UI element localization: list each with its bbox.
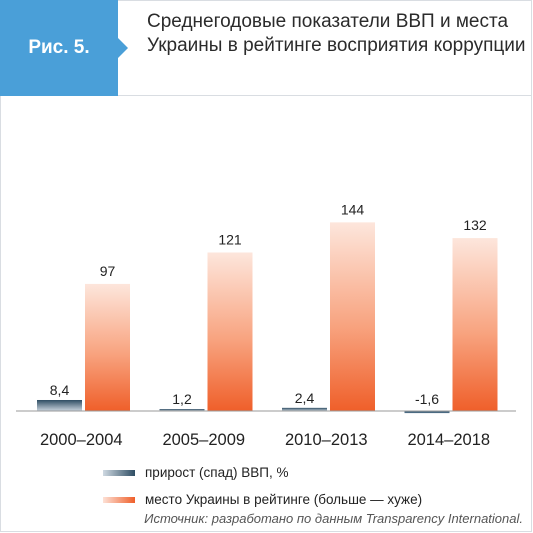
figure-badge: Рис. 5. xyxy=(0,0,128,96)
bar-gdp-3 xyxy=(282,407,327,411)
x-tick-label-1: 2000–2004 xyxy=(40,431,123,449)
figure-title: Среднегодовые показатели ВВП и места Укр… xyxy=(147,11,526,56)
badge-shape xyxy=(0,0,128,96)
x-tick-label-2: 2005–2009 xyxy=(162,431,245,449)
chart-bars xyxy=(37,222,498,414)
label-gdp-2: 1,2 xyxy=(172,391,192,407)
bar-gdp-4 xyxy=(404,411,450,414)
figure-label: Рис. 5. xyxy=(28,37,90,58)
legend-label-rank: место Украины в рейтинге (больше — хуже) xyxy=(145,492,423,507)
x-tick-label-3: 2010–2013 xyxy=(285,431,368,449)
legend-item-gdp: прирост (спад) ВВП, % xyxy=(103,459,422,486)
label-gdp-3: 2,4 xyxy=(295,390,315,406)
label-rank-1: 97 xyxy=(100,263,116,279)
label-rank-3: 144 xyxy=(341,201,365,217)
chart-legend: прирост (спад) ВВП, % место Украины в ре… xyxy=(103,459,422,513)
bar-rank-2 xyxy=(207,252,253,411)
label-gdp-1: 8,4 xyxy=(50,382,70,398)
figure-header: Рис. 5. Среднегодовые показатели ВВП и м… xyxy=(0,0,532,96)
legend-swatch-gdp xyxy=(103,469,135,476)
bar-rank-1 xyxy=(85,283,130,411)
legend-swatch-rank xyxy=(103,496,135,503)
label-gdp-4: -1,6 xyxy=(415,391,439,407)
label-rank-2: 121 xyxy=(218,231,242,247)
x-tick-label-4: 2014–2018 xyxy=(407,431,490,449)
legend-item-rank: место Украины в рейтинге (больше — хуже) xyxy=(103,486,422,513)
bar-rank-4 xyxy=(452,238,498,411)
figure-source: Источник: разработано по данным Transpar… xyxy=(144,511,523,526)
bar-gdp-1 xyxy=(37,399,82,411)
label-rank-4: 132 xyxy=(463,217,487,233)
bar-rank-3 xyxy=(330,222,375,411)
bar-gdp-2 xyxy=(159,409,205,411)
legend-label-gdp: прирост (спад) ВВП, % xyxy=(145,465,289,480)
chart-labels: 8,4 97 2000–2004 1,2 121 2005–2009 2,4 144 2010–… xyxy=(40,201,490,449)
